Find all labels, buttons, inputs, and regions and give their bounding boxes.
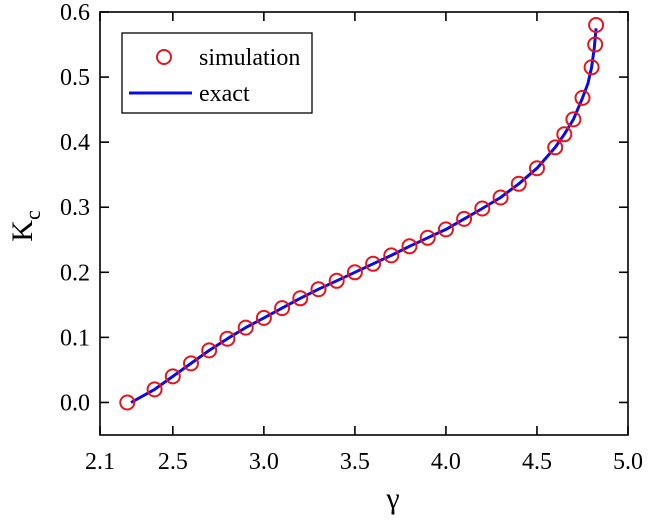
- legend-box: [121, 32, 313, 114]
- x-tick-label: 2.5: [158, 449, 188, 475]
- simulation-point: [583, 59, 600, 76]
- legend: simulation exact: [121, 32, 313, 114]
- simulation-point: [237, 319, 254, 336]
- y-tick-label: 0.1: [60, 325, 90, 351]
- simulation-point: [274, 300, 291, 317]
- x-tick-label: 4.0: [431, 449, 461, 475]
- legend-simulation-marker: [156, 49, 172, 65]
- svg-text:Kc: Kc: [6, 210, 45, 242]
- simulation-point: [492, 189, 509, 206]
- simulation-point: [292, 290, 309, 307]
- simulation-point: [588, 17, 605, 33]
- simulation-point: [510, 175, 527, 192]
- simulation-point: [119, 394, 136, 411]
- x-tick-label: 3.5: [340, 449, 370, 475]
- simulation-point: [146, 381, 163, 398]
- simulation-point: [346, 264, 363, 281]
- plot-frame: [99, 11, 629, 436]
- simulation-point: [419, 229, 436, 246]
- y-tick-label: 0.3: [60, 195, 90, 221]
- ticks-layer: 2.1 2.5 3.0 3.5 4.0 4.5 5.0 0.0 0.1 0.2 0.3 0.4 0.5 0…: [60, 0, 643, 475]
- simulation-point: [310, 281, 327, 298]
- simulation-point: [164, 368, 181, 385]
- simulation-point: [383, 247, 400, 264]
- simulation-point: [456, 210, 473, 227]
- simulation-point: [587, 36, 604, 53]
- simulation-point: [201, 342, 218, 359]
- y-tick-label: 0.4: [60, 130, 90, 156]
- simulation-point: [474, 200, 491, 217]
- y-axis-title: Kc: [6, 210, 45, 242]
- simulation-point: [401, 238, 418, 255]
- simulation-point: [183, 355, 199, 372]
- x-tick-label: 3.0: [249, 449, 279, 475]
- simulation-point: [556, 126, 573, 143]
- simulation-point: [219, 330, 236, 347]
- y-tick-label: 0.6: [60, 0, 90, 26]
- simulation-point: [255, 309, 272, 326]
- simulation-point: [365, 255, 382, 272]
- y-tick-label: 0.0: [60, 390, 90, 416]
- simulation-point: [437, 221, 454, 238]
- legend-simulation-label: simulation: [199, 45, 300, 71]
- y-axis-title-subscript: c: [20, 210, 45, 220]
- x-tick-label: 5.0: [613, 449, 643, 475]
- simulation-point: [328, 272, 345, 289]
- simulation-point: [547, 139, 564, 156]
- x-tick-label: 2.1: [85, 449, 115, 475]
- y-tick-label: 0.5: [60, 65, 90, 91]
- y-tick-label: 0.2: [60, 260, 90, 286]
- x-axis-title: γ: [385, 482, 399, 515]
- simulation-point: [574, 89, 591, 106]
- exact-line: [130, 28, 598, 404]
- simulation-point: [529, 160, 545, 177]
- series-layer: [119, 17, 605, 411]
- simulation-point: [565, 111, 582, 128]
- legend-exact-label: exact: [199, 81, 250, 107]
- y-axis-title-main: K: [6, 220, 39, 242]
- x-tick-label: 4.5: [522, 449, 552, 475]
